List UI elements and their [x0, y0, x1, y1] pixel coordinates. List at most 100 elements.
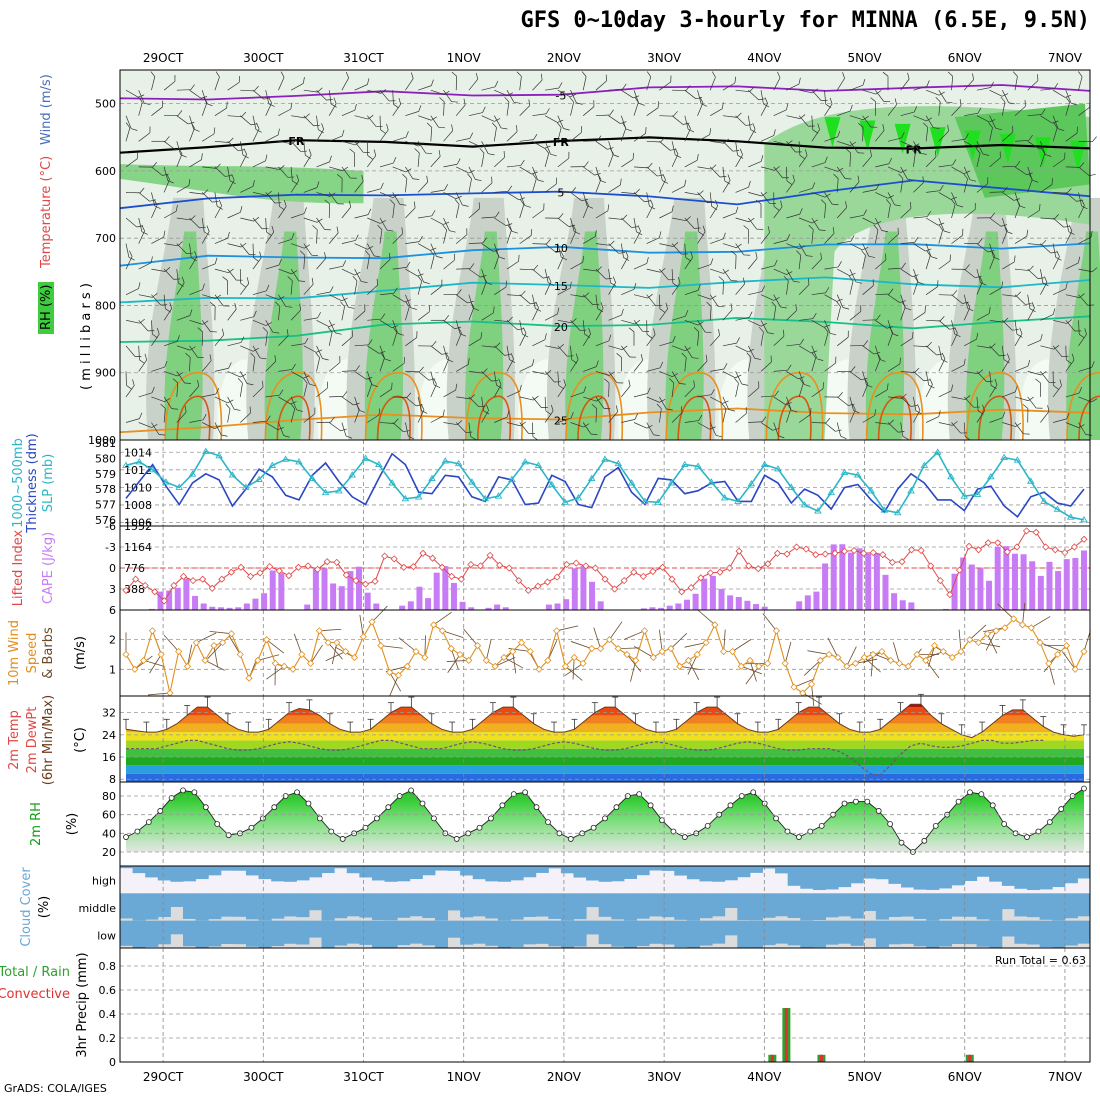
- li-marker: [381, 552, 389, 560]
- wind-barb-10m: [380, 645, 403, 649]
- wind-barb: [290, 403, 296, 423]
- wind-barb: [151, 100, 163, 116]
- wind-barb: [808, 224, 814, 244]
- cape-bar: [416, 586, 423, 610]
- cape-bar: [373, 603, 380, 610]
- date-label-bottom: 2NOV: [547, 1070, 582, 1084]
- temp-contour-label: FR: [906, 143, 923, 156]
- cloud-bar: [371, 893, 386, 921]
- wind-barb: [151, 166, 169, 176]
- speed-marker: [728, 647, 737, 656]
- cloud-bar: [838, 893, 852, 917]
- wind-barb: [1002, 125, 1014, 142]
- wind-barb: [913, 176, 924, 193]
- rh-marker: [157, 808, 164, 814]
- wind-barb: [671, 141, 682, 159]
- y-tick-right: 776: [124, 562, 145, 575]
- wind-barb: [481, 243, 500, 252]
- wind-barb: [773, 166, 789, 179]
- wind-barb: [303, 407, 316, 423]
- wind-barb: [468, 140, 488, 148]
- wind-barb: [621, 217, 638, 228]
- wind-barb: [836, 201, 847, 219]
- cape-bar: [554, 603, 561, 610]
- cloud-bar: [271, 920, 285, 947]
- speed-marker: [377, 642, 385, 650]
- speed-marker: [473, 642, 482, 650]
- wind-barb: [659, 302, 668, 321]
- cloud-bar: [283, 866, 297, 882]
- wind-barb: [354, 208, 372, 219]
- wind-barb-10m: [1061, 651, 1076, 670]
- wind-barb: [341, 330, 353, 347]
- speed-marker: [491, 662, 499, 670]
- temp-band: [126, 732, 1084, 741]
- wind-barb: [570, 422, 590, 428]
- wind-barb: [595, 74, 607, 91]
- wind-barb: [951, 199, 956, 219]
- cloud-bar: [863, 866, 877, 879]
- wind-barb: [278, 422, 290, 438]
- li-marker: [467, 560, 475, 569]
- li-marker: [352, 577, 360, 585]
- wind-barb: [811, 192, 831, 198]
- cloud-bar: [749, 866, 763, 873]
- wind-barb-10m: [494, 656, 516, 667]
- wind-barb: [709, 294, 725, 308]
- wind-barb: [910, 148, 916, 167]
- cloud-bar: [775, 893, 789, 917]
- li-marker: [630, 568, 638, 576]
- y-tick-label: 60: [102, 809, 116, 822]
- wind-barb: [506, 320, 524, 331]
- wind-barb-10m: [784, 642, 792, 664]
- wind-barb: [176, 215, 196, 221]
- cloud-bar: [888, 920, 902, 945]
- wind-barb: [316, 286, 334, 296]
- wind-barb: [938, 124, 949, 142]
- wind-barb: [748, 381, 760, 398]
- wind-barb: [506, 384, 522, 398]
- cloud-bar: [623, 920, 637, 948]
- cloud-bar: [334, 893, 348, 919]
- wind-barb: [430, 250, 435, 270]
- y-label-rh-text: RH (%): [39, 285, 54, 330]
- rh-shade-peak: [929, 127, 946, 158]
- wind-barb: [849, 403, 856, 423]
- li-marker: [697, 574, 705, 582]
- wind-barb: [849, 78, 866, 91]
- rh-marker: [704, 822, 711, 829]
- wind-barb: [354, 304, 366, 321]
- speed-marker: [175, 647, 183, 656]
- wind-barb: [811, 123, 820, 142]
- wind-barb: [278, 102, 293, 117]
- rh-marker: [522, 789, 529, 796]
- precip-conv-bar: [819, 1054, 823, 1062]
- wind-barb: [748, 285, 766, 296]
- wind-barb: [964, 238, 983, 244]
- wind-barb: [849, 209, 867, 219]
- slp-marker: [281, 455, 290, 462]
- wind-barb: [227, 242, 247, 248]
- li-marker: [658, 563, 667, 571]
- wind-barb: [837, 366, 856, 372]
- temp-contour-loop: [164, 371, 223, 441]
- wind-barb: [735, 407, 747, 423]
- li-marker: [160, 597, 168, 605]
- wind-barb: [250, 352, 256, 372]
- cloud-bar: [321, 866, 335, 874]
- wind-barb: [303, 371, 316, 387]
- rh-marker: [180, 787, 186, 794]
- wind-barb: [287, 276, 293, 295]
- y-label-speed: Speed: [25, 633, 40, 674]
- wind-barb-10m: [609, 621, 623, 640]
- li-marker: [601, 575, 609, 583]
- wind-barb: [684, 217, 701, 229]
- wind-barb: [252, 217, 269, 230]
- y-label-lifted: Lifted Index: [11, 529, 26, 606]
- wind-barb: [604, 378, 610, 397]
- temp-contour: [119, 242, 1091, 267]
- wind-barb-10m: [997, 603, 1014, 620]
- wind-barb: [290, 141, 308, 152]
- speed-marker: [816, 656, 824, 664]
- y-tick-label: 0.2: [99, 1032, 117, 1045]
